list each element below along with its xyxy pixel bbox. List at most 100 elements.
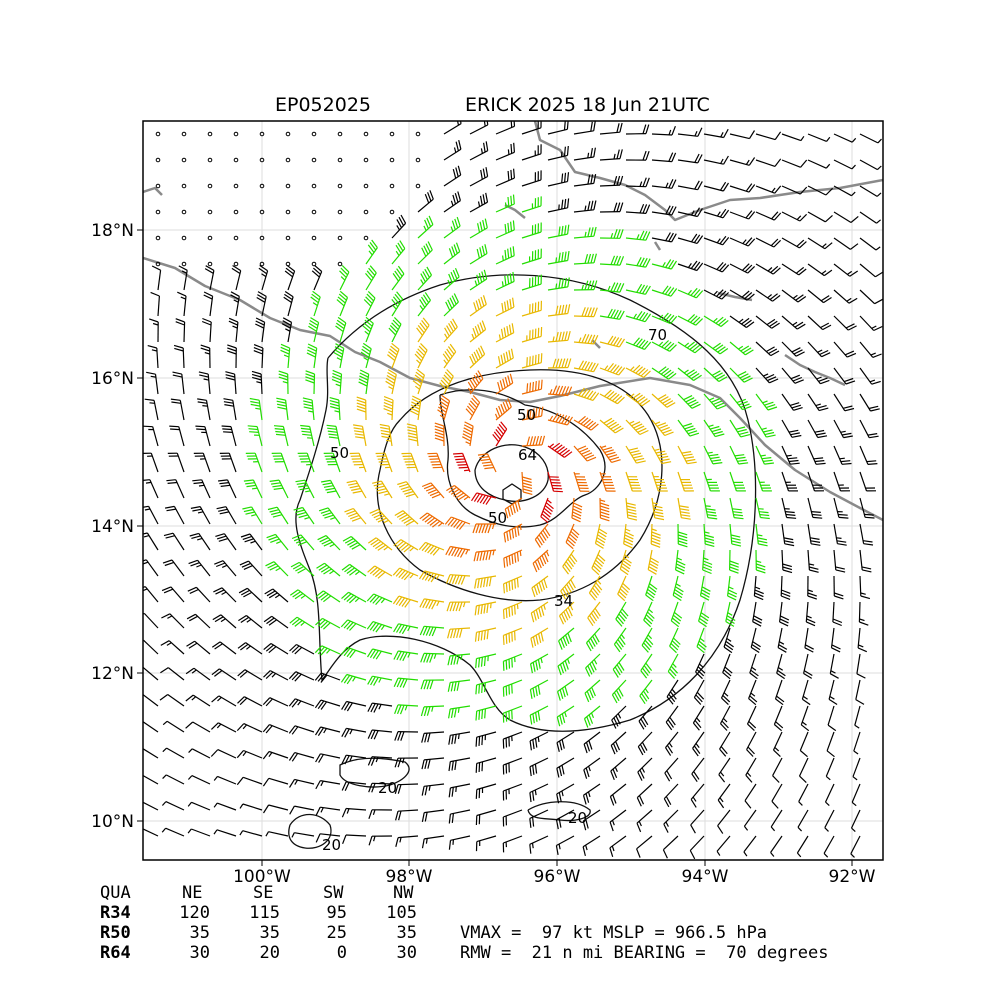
wind-barb-feather: [448, 840, 452, 850]
wind-barb-feather: [425, 486, 436, 492]
wind-barb-feather: [252, 376, 262, 381]
wind-barb-feather: [161, 613, 171, 619]
wind-barb-feather: [397, 784, 402, 794]
wind-barb-feather: [380, 432, 391, 436]
wind-barb-feather: [641, 340, 649, 349]
wind-barb-feather: [661, 461, 672, 465]
wind-barb-feather: [492, 550, 495, 556]
wind-barb-feather: [504, 376, 509, 387]
wind-barb-feather: [719, 348, 729, 355]
wind-barb-feather: [830, 673, 839, 679]
wind-barb-feather: [716, 262, 724, 270]
wind-barb-feather: [485, 496, 492, 505]
wind-barb-staff: [801, 679, 809, 700]
wind-barb-staff: [777, 627, 783, 648]
wind-barb-feather: [137, 748, 141, 751]
wind-barb-feather: [477, 605, 480, 615]
wind-barb-feather: [424, 572, 431, 581]
wind-barb-feather: [690, 260, 698, 269]
wind-barb-staff: [339, 297, 349, 317]
wind-barb-feather: [470, 492, 478, 502]
wind-barb-staff: [371, 756, 393, 759]
wind-barb-feather: [692, 796, 697, 802]
wind-barb-feather: [511, 709, 513, 720]
wind-barb-feather: [611, 845, 615, 852]
cell-r50-ne: 35: [189, 923, 210, 943]
wind-barb-feather: [455, 141, 459, 152]
wind-barb-staff: [599, 393, 618, 405]
wind-barb-feather: [743, 825, 749, 831]
wind-barb-staff: [547, 393, 568, 397]
wind-barb-feather: [555, 257, 558, 263]
wind-barb-feather: [537, 710, 541, 721]
wind-barb-feather: [308, 322, 318, 329]
wind-barb-feather: [771, 800, 779, 809]
wind-barb-feather: [375, 597, 383, 606]
wind-barb-feather: [469, 400, 478, 409]
wind-barb-feather: [221, 591, 227, 596]
wind-barb-feather: [211, 641, 221, 648]
wind-barb-feather: [540, 532, 547, 541]
wind-barb-staff: [699, 575, 705, 596]
wind-barb-feather: [792, 321, 798, 326]
wind-barb-feather: [143, 425, 153, 428]
wind-barb-feather: [555, 845, 559, 856]
wind-barb-feather: [329, 543, 335, 548]
wind-barb-feather: [675, 566, 685, 572]
wind-barb-feather: [591, 661, 597, 671]
wind-barb-staff: [346, 754, 367, 759]
wind-barb-staff: [410, 453, 419, 473]
wind-barb-feather: [373, 483, 384, 487]
wind-barb-feather: [604, 449, 614, 454]
wind-barb-feather: [396, 704, 402, 715]
wind-barb-feather: [774, 746, 780, 752]
wind-barb-feather: [640, 670, 648, 679]
wind-barb-feather: [799, 775, 807, 784]
wind-barb-feather: [371, 239, 378, 248]
wind-barb-feather: [817, 349, 823, 353]
wind-barb-staff: [719, 705, 731, 724]
wind-barb-feather: [567, 658, 570, 664]
wind-barb-feather: [597, 534, 606, 541]
wind-barb-staff: [807, 471, 816, 492]
wind-barb-feather: [387, 369, 397, 376]
wind-barb-feather: [253, 347, 264, 352]
wind-barb-feather: [210, 722, 219, 730]
wind-barb-feather: [700, 592, 710, 598]
wind-barb-feather: [368, 809, 373, 819]
wind-barb-feather: [505, 634, 508, 644]
wind-barb-feather: [290, 561, 300, 568]
wind-barb-staff: [829, 653, 835, 674]
wind-barb-staff: [521, 444, 543, 447]
wind-barb-feather: [323, 485, 334, 488]
wind-barb-feather: [455, 458, 465, 461]
wind-barb-feather: [635, 338, 643, 347]
wind-barb-feather: [420, 653, 425, 663]
wind-barb-feather: [779, 618, 789, 624]
wind-barb-staff: [417, 249, 433, 265]
wind-barb-staff: [807, 497, 814, 518]
wind-barb-feather: [497, 356, 501, 366]
wind-barb-feather: [716, 238, 721, 244]
wind-barb-feather: [377, 544, 387, 551]
cell-r50-nw: 35: [396, 923, 417, 943]
wind-barb-feather: [504, 275, 507, 286]
wind-barb-feather: [665, 259, 672, 268]
wind-barb-feather: [835, 569, 846, 573]
wind-barb-staff: [191, 748, 211, 759]
wind-barb-staff: [391, 323, 402, 343]
wind-barb-staff: [476, 653, 497, 660]
wind-barb-staff: [803, 653, 809, 674]
wind-barb-feather: [505, 351, 509, 362]
wind-barb-feather: [738, 401, 748, 406]
wind-barb-feather: [447, 346, 455, 355]
wind-barb-staff: [690, 809, 705, 826]
wind-barb-feather: [256, 296, 266, 303]
wind-barb-staff: [755, 211, 775, 221]
wind-barb-feather: [449, 601, 454, 612]
wind-barb-feather: [720, 771, 725, 777]
wind-barb-feather: [478, 657, 481, 668]
wind-barb-feather: [343, 647, 351, 657]
rmw-bearing-summary: RMW = 21 n mi BEARING = 70 degrees: [460, 943, 829, 963]
wind-barb-staff: [755, 315, 773, 329]
